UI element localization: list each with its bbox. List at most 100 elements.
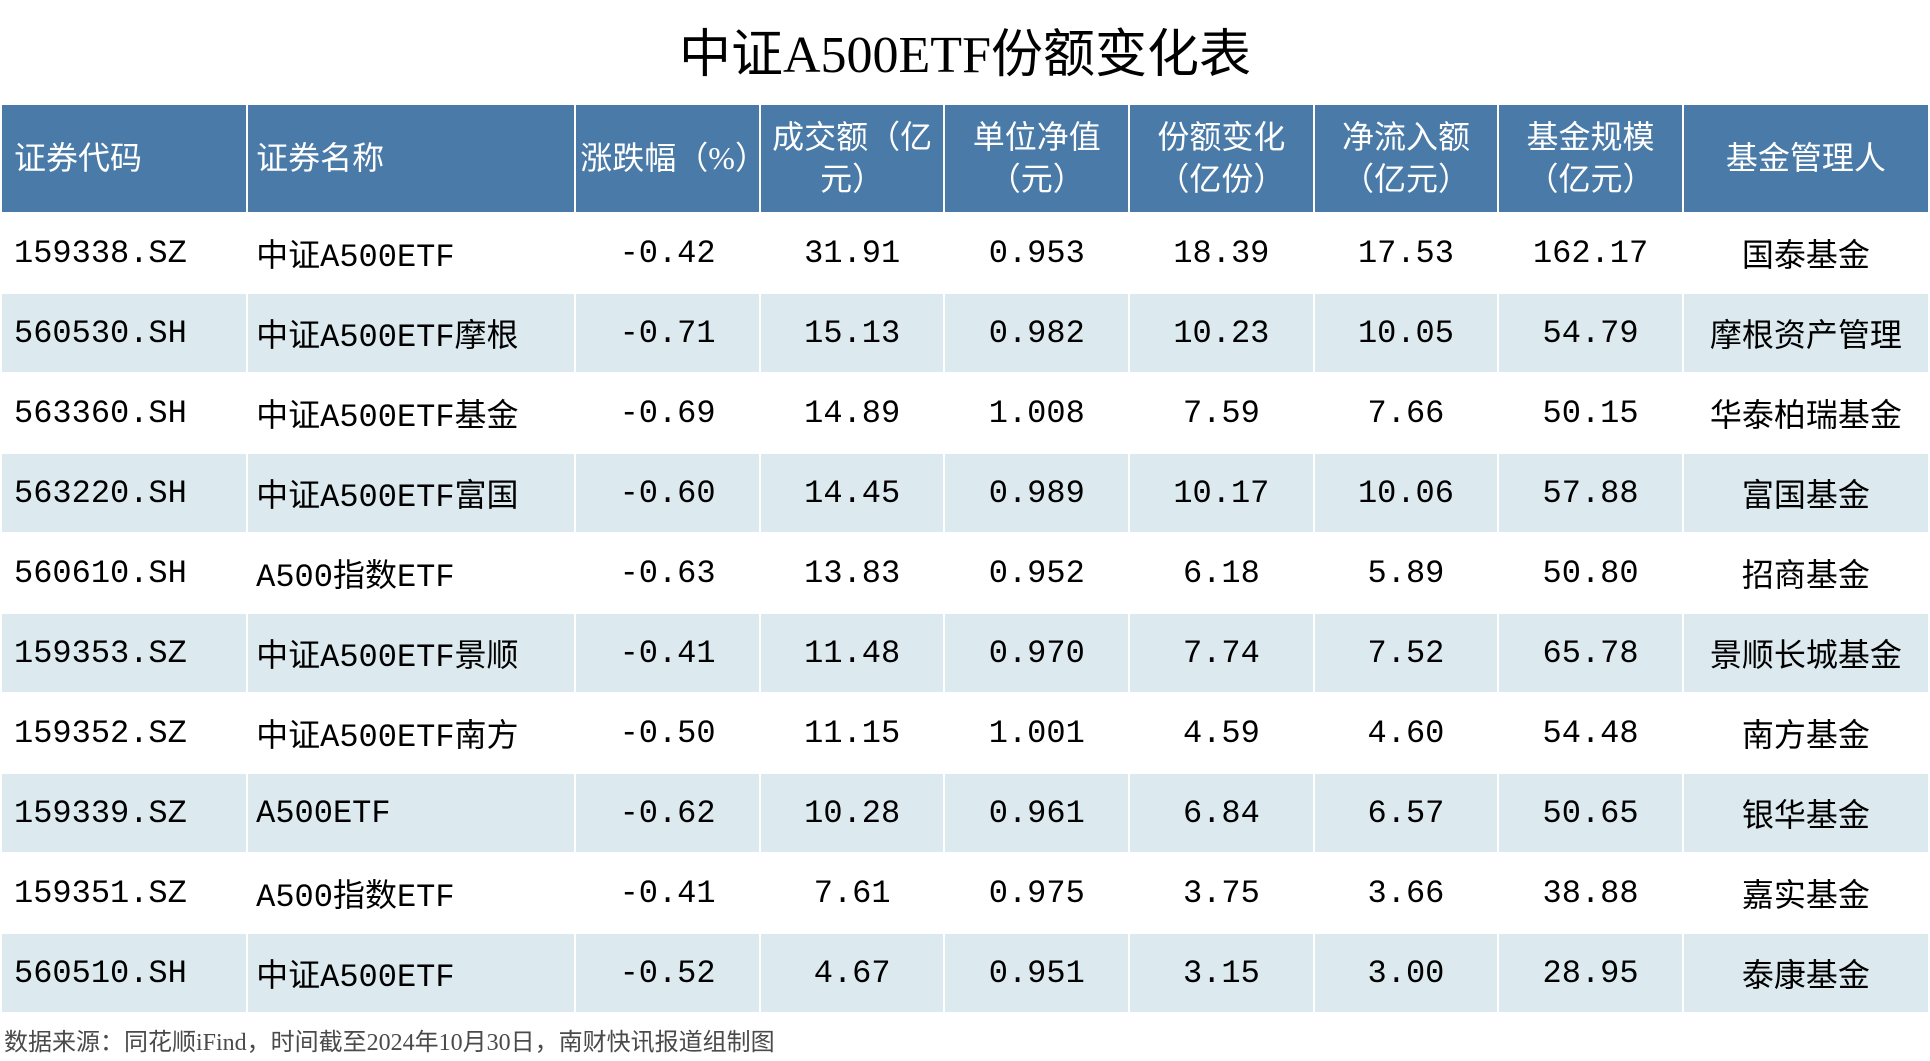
cell-change: -0.52 <box>575 933 760 1013</box>
table-row: 560510.SH中证A500ETF-0.524.670.9513.153.00… <box>1 933 1929 1013</box>
cell-manager: 南方基金 <box>1683 693 1929 773</box>
cell-net-inflow: 10.05 <box>1314 293 1499 373</box>
cell-nav: 0.982 <box>944 293 1129 373</box>
table-row: 159353.SZ中证A500ETF景顺-0.4111.480.9707.747… <box>1 613 1929 693</box>
cell-manager: 国泰基金 <box>1683 213 1929 293</box>
cell-manager: 银华基金 <box>1683 773 1929 853</box>
cell-scale: 54.48 <box>1498 693 1683 773</box>
cell-share-change: 3.75 <box>1129 853 1314 933</box>
cell-code: 159339.SZ <box>1 773 247 853</box>
cell-code: 563220.SH <box>1 453 247 533</box>
cell-change: -0.71 <box>575 293 760 373</box>
data-source-footer: 数据来源：同花顺iFind，时间截至2024年10月30日，南财快讯报道组制图 <box>0 1014 1930 1061</box>
col-header-name: 证券名称 <box>247 104 575 213</box>
cell-volume: 14.89 <box>760 373 945 453</box>
cell-volume: 10.28 <box>760 773 945 853</box>
cell-net-inflow: 3.66 <box>1314 853 1499 933</box>
header-row: 证券代码 证券名称 涨跌幅（%） 成交额（亿元） 单位净值（元） 份额变化（亿份… <box>1 104 1929 213</box>
cell-name: 中证A500ETF景顺 <box>247 613 575 693</box>
table-row: 563360.SH中证A500ETF基金-0.6914.891.0087.597… <box>1 373 1929 453</box>
cell-name: 中证A500ETF基金 <box>247 373 575 453</box>
col-header-share-change: 份额变化（亿份） <box>1129 104 1314 213</box>
cell-share-change: 7.74 <box>1129 613 1314 693</box>
col-header-code: 证券代码 <box>1 104 247 213</box>
cell-net-inflow: 4.60 <box>1314 693 1499 773</box>
cell-code: 560610.SH <box>1 533 247 613</box>
cell-code: 159351.SZ <box>1 853 247 933</box>
col-header-nav: 单位净值（元） <box>944 104 1129 213</box>
table-container: 中证A500ETF份额变化表 证券代码 证券名称 涨跌幅（%） 成交额（亿元） … <box>0 0 1930 1061</box>
cell-code: 560530.SH <box>1 293 247 373</box>
cell-name: 中证A500ETF富国 <box>247 453 575 533</box>
cell-net-inflow: 17.53 <box>1314 213 1499 293</box>
cell-manager: 嘉实基金 <box>1683 853 1929 933</box>
cell-name: A500指数ETF <box>247 853 575 933</box>
cell-scale: 65.78 <box>1498 613 1683 693</box>
cell-volume: 11.15 <box>760 693 945 773</box>
cell-change: -0.62 <box>575 773 760 853</box>
cell-code: 563360.SH <box>1 373 247 453</box>
cell-net-inflow: 3.00 <box>1314 933 1499 1013</box>
cell-manager: 泰康基金 <box>1683 933 1929 1013</box>
cell-change: -0.41 <box>575 853 760 933</box>
cell-manager: 景顺长城基金 <box>1683 613 1929 693</box>
table-body: 159338.SZ中证A500ETF-0.4231.910.95318.3917… <box>1 213 1929 1013</box>
cell-name: 中证A500ETF摩根 <box>247 293 575 373</box>
cell-volume: 15.13 <box>760 293 945 373</box>
cell-scale: 50.15 <box>1498 373 1683 453</box>
cell-nav: 0.989 <box>944 453 1129 533</box>
cell-name: A500指数ETF <box>247 533 575 613</box>
col-header-manager: 基金管理人 <box>1683 104 1929 213</box>
col-header-scale: 基金规模（亿元） <box>1498 104 1683 213</box>
cell-share-change: 18.39 <box>1129 213 1314 293</box>
cell-change: -0.42 <box>575 213 760 293</box>
cell-scale: 57.88 <box>1498 453 1683 533</box>
table-row: 560610.SHA500指数ETF-0.6313.830.9526.185.8… <box>1 533 1929 613</box>
cell-manager: 摩根资产管理 <box>1683 293 1929 373</box>
cell-volume: 4.67 <box>760 933 945 1013</box>
col-header-net-inflow: 净流入额（亿元） <box>1314 104 1499 213</box>
cell-manager: 招商基金 <box>1683 533 1929 613</box>
cell-name: 中证A500ETF南方 <box>247 693 575 773</box>
cell-share-change: 3.15 <box>1129 933 1314 1013</box>
cell-nav: 0.961 <box>944 773 1129 853</box>
cell-nav: 0.952 <box>944 533 1129 613</box>
cell-scale: 54.79 <box>1498 293 1683 373</box>
table-row: 563220.SH中证A500ETF富国-0.6014.450.98910.17… <box>1 453 1929 533</box>
cell-change: -0.41 <box>575 613 760 693</box>
cell-change: -0.60 <box>575 453 760 533</box>
cell-share-change: 10.23 <box>1129 293 1314 373</box>
cell-name: 中证A500ETF <box>247 213 575 293</box>
cell-net-inflow: 6.57 <box>1314 773 1499 853</box>
cell-scale: 162.17 <box>1498 213 1683 293</box>
cell-scale: 50.65 <box>1498 773 1683 853</box>
cell-scale: 28.95 <box>1498 933 1683 1013</box>
cell-manager: 华泰柏瑞基金 <box>1683 373 1929 453</box>
cell-volume: 13.83 <box>760 533 945 613</box>
cell-scale: 38.88 <box>1498 853 1683 933</box>
cell-volume: 14.45 <box>760 453 945 533</box>
cell-code: 560510.SH <box>1 933 247 1013</box>
cell-nav: 0.970 <box>944 613 1129 693</box>
cell-nav: 0.975 <box>944 853 1129 933</box>
cell-share-change: 6.84 <box>1129 773 1314 853</box>
page-title: 中证A500ETF份额变化表 <box>0 0 1930 103</box>
etf-table: 证券代码 证券名称 涨跌幅（%） 成交额（亿元） 单位净值（元） 份额变化（亿份… <box>0 103 1930 1014</box>
table-row: 159351.SZA500指数ETF-0.417.610.9753.753.66… <box>1 853 1929 933</box>
cell-nav: 0.953 <box>944 213 1129 293</box>
cell-share-change: 4.59 <box>1129 693 1314 773</box>
cell-share-change: 10.17 <box>1129 453 1314 533</box>
col-header-change: 涨跌幅（%） <box>575 104 760 213</box>
cell-nav: 1.001 <box>944 693 1129 773</box>
cell-name: A500ETF <box>247 773 575 853</box>
cell-name: 中证A500ETF <box>247 933 575 1013</box>
table-row: 560530.SH中证A500ETF摩根-0.7115.130.98210.23… <box>1 293 1929 373</box>
cell-change: -0.50 <box>575 693 760 773</box>
cell-net-inflow: 10.06 <box>1314 453 1499 533</box>
cell-nav: 1.008 <box>944 373 1129 453</box>
cell-volume: 11.48 <box>760 613 945 693</box>
cell-code: 159353.SZ <box>1 613 247 693</box>
cell-code: 159338.SZ <box>1 213 247 293</box>
cell-code: 159352.SZ <box>1 693 247 773</box>
cell-change: -0.63 <box>575 533 760 613</box>
